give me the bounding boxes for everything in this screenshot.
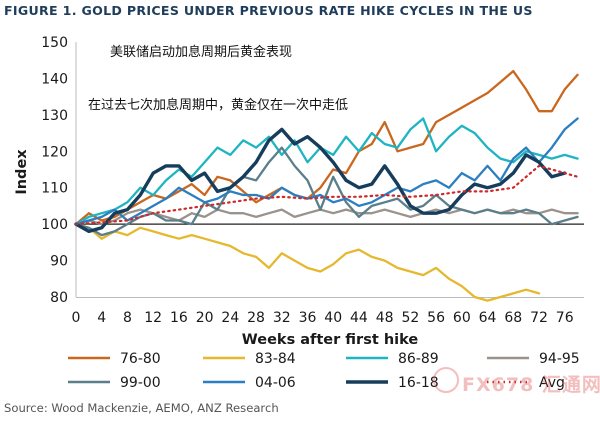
y-tick-label: 130: [41, 108, 68, 124]
y-tick-label: 100: [41, 217, 68, 233]
x-axis-label: Weeks after first hike: [242, 332, 419, 348]
x-tick-label: 8: [123, 310, 132, 326]
x-tick-label: 40: [324, 310, 342, 326]
series-line-86-89: [74, 117, 579, 226]
series-line-83-84: [74, 222, 541, 302]
annotation-chinese-title: 美联储启动加息周期后黄金表现: [110, 44, 292, 60]
x-tick-label: 20: [196, 310, 214, 326]
y-axis-label: Index: [14, 149, 30, 195]
y-tick-label: 140: [41, 71, 68, 87]
figure-title: FIGURE 1. GOLD PRICES UNDER PREVIOUS RAT…: [4, 3, 533, 18]
legend-label-04-06: 04-06: [255, 375, 296, 391]
x-tick-label: 52: [401, 310, 419, 326]
series-line-04-06: [74, 117, 579, 226]
x-tick-label: 24: [221, 310, 239, 326]
annotation-chinese-note: 在过去七次加息周期中，黄金仅在一次中走低: [88, 97, 348, 113]
legend-label-94-95: 94-95: [539, 351, 580, 367]
legend-label-86-89: 86-89: [398, 351, 439, 367]
y-tick-label: 80: [50, 290, 68, 306]
x-tick-label: 16: [170, 310, 188, 326]
x-tick-label: 12: [144, 310, 162, 326]
x-tick-label: 64: [479, 310, 497, 326]
watermark-logo: [433, 367, 459, 393]
x-tick-label: 72: [530, 310, 548, 326]
series-line-76-80: [74, 69, 579, 226]
y-tick-label: 150: [41, 35, 68, 51]
legend-label-99-00: 99-00: [120, 375, 161, 391]
series-line-94-95: [74, 208, 579, 226]
series-line-99-00: [74, 146, 579, 237]
watermark-text: FX678 汇通网: [462, 374, 600, 396]
x-tick-label: 56: [427, 310, 445, 326]
x-tick-label: 48: [376, 310, 394, 326]
x-tick-label: 68: [504, 310, 522, 326]
x-tick-label: 0: [72, 310, 81, 326]
x-tick-label: 44: [350, 310, 368, 326]
legend-label-Avg: Avg: [539, 375, 565, 391]
x-tick-label: 28: [247, 310, 265, 326]
series-line-16-18: [74, 127, 567, 234]
y-tick-label: 110: [41, 181, 68, 197]
x-tick-label: 4: [97, 310, 106, 326]
y-tick-label: 90: [50, 254, 68, 270]
legend-label-76-80: 76-80: [120, 351, 161, 367]
series-line-Avg: [74, 164, 579, 226]
x-tick-label: 36: [299, 310, 317, 326]
x-tick-label: 76: [556, 310, 574, 326]
legend-label-16-18: 16-18: [398, 375, 439, 391]
legend-label-83-84: 83-84: [255, 351, 296, 367]
source-note: Source: Wood Mackenzie, AEMO, ANZ Resear…: [4, 401, 279, 415]
y-tick-label: 120: [41, 144, 68, 160]
x-tick-label: 32: [273, 310, 291, 326]
x-tick-label: 60: [453, 310, 471, 326]
